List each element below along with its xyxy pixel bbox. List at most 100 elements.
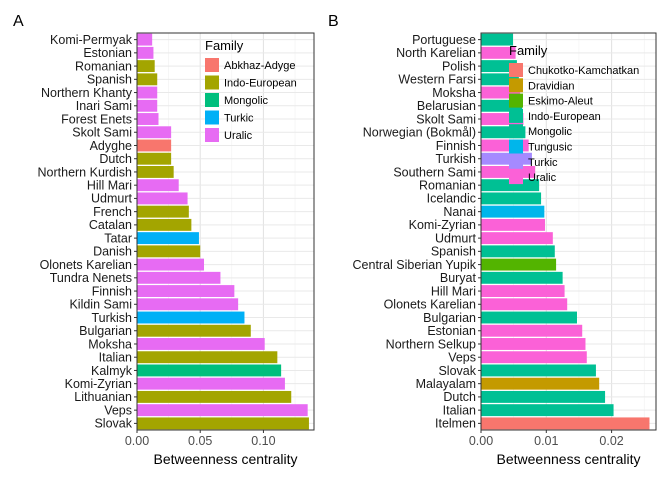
category-label: Spanish xyxy=(431,245,476,259)
category-label: Tatar xyxy=(104,231,132,245)
category-label: Itelmen xyxy=(435,417,476,431)
bar-itelmen xyxy=(481,417,650,430)
bar-nanai xyxy=(481,205,545,218)
bar-dutch xyxy=(481,390,606,403)
bar-hill-mari xyxy=(481,285,565,298)
category-label: Spanish xyxy=(87,73,132,87)
category-label: Tundra Nenets xyxy=(50,271,132,285)
bar-romanian xyxy=(137,60,155,73)
bar-kalmyk xyxy=(137,364,282,377)
bar-norwegian-bokm-l- xyxy=(481,126,526,139)
category-label: Slovak xyxy=(438,364,476,378)
bar-italian xyxy=(481,404,614,417)
category-label: Veps xyxy=(448,351,476,365)
panel-tag: B xyxy=(328,13,339,30)
x-axis-title: Betweenness centrality xyxy=(154,451,298,467)
bar-spanish xyxy=(481,245,555,258)
bar-komi-permyak xyxy=(137,33,153,46)
bar-italian xyxy=(137,351,278,364)
bar-french xyxy=(137,205,189,218)
bar-udmurt xyxy=(481,232,553,245)
bar-southern-sami xyxy=(481,165,536,178)
bar-skolt-sami xyxy=(137,126,172,139)
category-label: Southern Sami xyxy=(393,165,476,179)
category-label: French xyxy=(93,205,132,219)
bar-turkish xyxy=(137,311,245,324)
bar-central-siberian-yupik xyxy=(481,258,557,271)
bar-tundra-nenets xyxy=(137,271,221,284)
legend: Family Abkhaz-Adyge Indo-European Mongolic T… xyxy=(205,38,297,142)
x-tick-label: 0.00 xyxy=(469,434,493,448)
category-label: Turkish xyxy=(435,152,476,166)
legend-label: Eskimo-Aleut xyxy=(528,96,593,108)
bar-lithuanian xyxy=(137,390,292,403)
legend-label: Uralic xyxy=(224,130,253,142)
legend-swatch xyxy=(205,58,219,72)
category-label: Western Farsi xyxy=(398,73,476,87)
bar-slovak xyxy=(481,364,596,377)
category-label: Turkish xyxy=(91,311,132,325)
category-label: Komi-Zyrian xyxy=(409,218,476,232)
legend-label: Indo-European xyxy=(224,78,297,90)
legend-label: Tungusic xyxy=(528,142,573,154)
x-tick-label: 0.00 xyxy=(125,434,149,448)
category-label: Dutch xyxy=(443,390,476,404)
bar-turkish xyxy=(481,152,532,165)
category-label: Skolt Sami xyxy=(72,126,132,140)
legend-title: Family xyxy=(205,38,244,53)
category-label: Olonets Karelian xyxy=(384,298,476,312)
bar-north-karelian xyxy=(481,46,516,59)
bar-estonian xyxy=(481,324,583,337)
panel-tag: A xyxy=(13,13,24,30)
bar-northern-selkup xyxy=(481,338,586,350)
x-axis-title: Betweenness centrality xyxy=(497,451,641,467)
bar-olonets-karelian xyxy=(481,298,568,311)
bar-estonian xyxy=(137,46,154,59)
category-label: Slovak xyxy=(94,417,132,431)
category-label: Portuguese xyxy=(412,33,476,47)
panel-a: Komi-PermyakEstonianRomanianSpanishNorth… xyxy=(13,13,315,467)
category-label: Malayalam xyxy=(416,377,476,391)
category-label: Hill Mari xyxy=(431,284,476,298)
panel-border xyxy=(480,32,657,431)
legend-label: Chukotko-Kamchatkan xyxy=(528,65,639,77)
legend-swatch xyxy=(509,139,523,154)
bar-slovak xyxy=(137,417,309,430)
x-tick-label: 0.01 xyxy=(534,434,558,448)
category-label: Estonian xyxy=(427,324,476,338)
category-label: Olonets Karelian xyxy=(40,258,132,272)
category-label: Italian xyxy=(99,351,132,365)
category-label: Skolt Sami xyxy=(416,112,476,126)
category-label: North Karelian xyxy=(396,46,476,60)
legend: Family Chukotko-Kamchatkan Dravidian Eskimo… xyxy=(509,43,639,185)
category-label: Central Siberian Yupik xyxy=(353,258,477,272)
category-label: Kildin Sami xyxy=(69,298,132,312)
bar-dutch xyxy=(137,152,172,165)
category-label: Icelandic xyxy=(427,192,476,206)
category-label: Italian xyxy=(443,403,476,417)
category-label: Northern Kurdish xyxy=(38,165,133,179)
category-label: Estonian xyxy=(83,46,132,60)
legend-swatch xyxy=(509,63,523,77)
bar-inari-sami xyxy=(137,99,158,112)
category-label: Udmurt xyxy=(91,192,133,206)
legend-label: Dravidian xyxy=(528,80,574,92)
bar-catalan xyxy=(137,218,192,231)
legend-label: Uralic xyxy=(528,172,557,184)
bar-moksha xyxy=(481,86,521,99)
bar-bulgarian xyxy=(481,311,577,324)
category-label: Moksha xyxy=(88,337,132,351)
legend-swatch xyxy=(509,170,523,185)
legend-label: Turkic xyxy=(224,113,254,125)
bar-komi-zyrian xyxy=(481,218,545,231)
bar-northern-khanty xyxy=(137,86,158,99)
plot-area xyxy=(137,33,314,430)
bar-tatar xyxy=(137,232,199,245)
legend-label: Abkhaz-Adyge xyxy=(224,60,296,72)
category-label: Northern Khanty xyxy=(41,86,133,100)
legend-title: Family xyxy=(509,43,548,58)
x-tick-label: 0.02 xyxy=(599,434,623,448)
category-label: Belarusian xyxy=(417,99,476,113)
bar-bulgarian xyxy=(137,324,251,337)
